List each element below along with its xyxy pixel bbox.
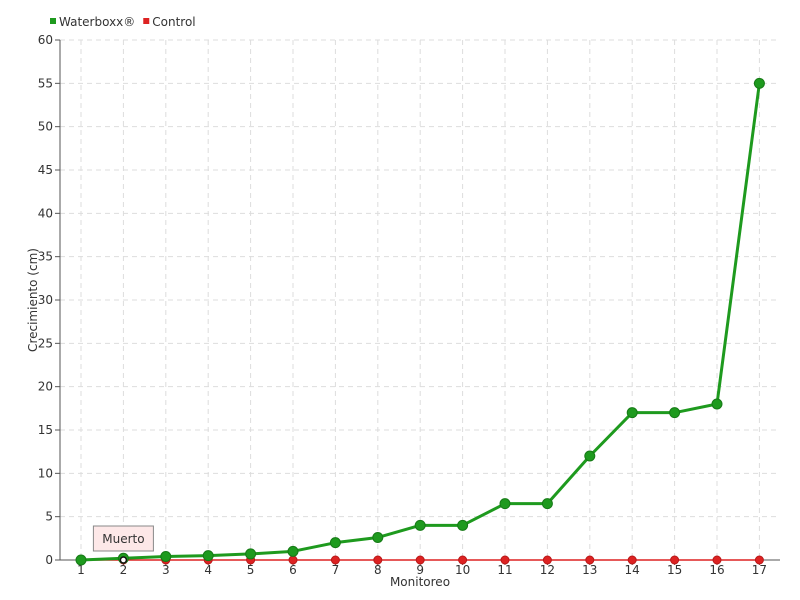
series-point[interactable] (669, 407, 681, 419)
series-point[interactable] (457, 519, 469, 531)
y-tick-label: 10 (38, 466, 53, 480)
series-point[interactable] (202, 550, 214, 562)
legend-swatch (50, 18, 56, 24)
x-tick-label: 1 (77, 563, 85, 577)
x-tick-label: 4 (204, 563, 212, 577)
annotation-marker (119, 556, 128, 564)
y-tick-label: 25 (38, 336, 53, 350)
x-tick-label: 17 (752, 563, 767, 577)
annotation-box (92, 525, 154, 552)
x-tick-label: 7 (332, 563, 340, 577)
x-tick-label: 3 (162, 563, 170, 577)
legend-label[interactable]: Control (152, 15, 195, 29)
x-tick-label: 10 (455, 563, 470, 577)
y-tick-label: 60 (38, 33, 53, 47)
x-tick-label: 16 (709, 563, 724, 577)
x-tick-label: 8 (374, 563, 382, 577)
y-tick-label: 40 (38, 206, 53, 220)
series-point[interactable] (414, 519, 426, 531)
x-tick-label: 6 (289, 563, 297, 577)
series-point[interactable] (288, 555, 298, 565)
series-point[interactable] (670, 555, 680, 565)
series-point[interactable] (712, 555, 722, 565)
series-point[interactable] (627, 555, 637, 565)
x-tick-label: 12 (540, 563, 555, 577)
y-tick-label: 45 (38, 163, 53, 177)
series-point[interactable] (373, 555, 383, 565)
y-tick-label: 15 (38, 423, 53, 437)
series-point[interactable] (458, 555, 468, 565)
y-tick-label: 5 (45, 510, 53, 524)
series-point[interactable] (330, 555, 340, 565)
legend: Waterboxx® Control (50, 15, 196, 29)
series-point[interactable] (754, 555, 764, 565)
series-point[interactable] (287, 545, 299, 557)
x-tick-label: 13 (582, 563, 597, 577)
x-tick-label: 9 (416, 563, 424, 577)
series-point[interactable] (584, 450, 596, 462)
series-point[interactable] (372, 531, 384, 543)
series-point[interactable] (711, 398, 723, 410)
y-tick-label: 50 (38, 120, 53, 134)
series-point[interactable] (542, 555, 552, 565)
x-tick-label: 5 (247, 563, 255, 577)
series-point[interactable] (160, 551, 172, 563)
series-point[interactable] (500, 555, 510, 565)
annotation-label: Muerto (102, 532, 144, 546)
y-tick-label: 20 (38, 380, 53, 394)
y-tick-label: 0 (45, 553, 53, 567)
y-axis-title: Crecimiento (cm) (26, 248, 40, 352)
series-point[interactable] (415, 555, 425, 565)
legend-swatch (143, 18, 150, 24)
series-point[interactable] (499, 498, 511, 510)
x-axis-title: Monitoreo (390, 575, 450, 589)
legend-label[interactable]: Waterboxx® (59, 15, 135, 29)
series-point[interactable] (626, 407, 638, 419)
series-point[interactable] (541, 498, 553, 510)
series-point[interactable] (753, 77, 765, 89)
x-tick-label: 2 (120, 563, 128, 577)
x-tick-label: 14 (625, 563, 640, 577)
x-tick-label: 11 (497, 563, 512, 577)
y-tick-label: 35 (38, 250, 53, 264)
grid (60, 39, 780, 561)
y-tick-label: 55 (38, 76, 53, 90)
series-point[interactable] (329, 537, 341, 549)
y-tick-label: 30 (38, 293, 53, 307)
series-point[interactable] (245, 548, 257, 560)
series-point[interactable] (585, 555, 595, 565)
x-tick-label: 15 (667, 563, 682, 577)
annotation-layer: Muerto (92, 525, 154, 564)
series-point[interactable] (75, 554, 87, 566)
